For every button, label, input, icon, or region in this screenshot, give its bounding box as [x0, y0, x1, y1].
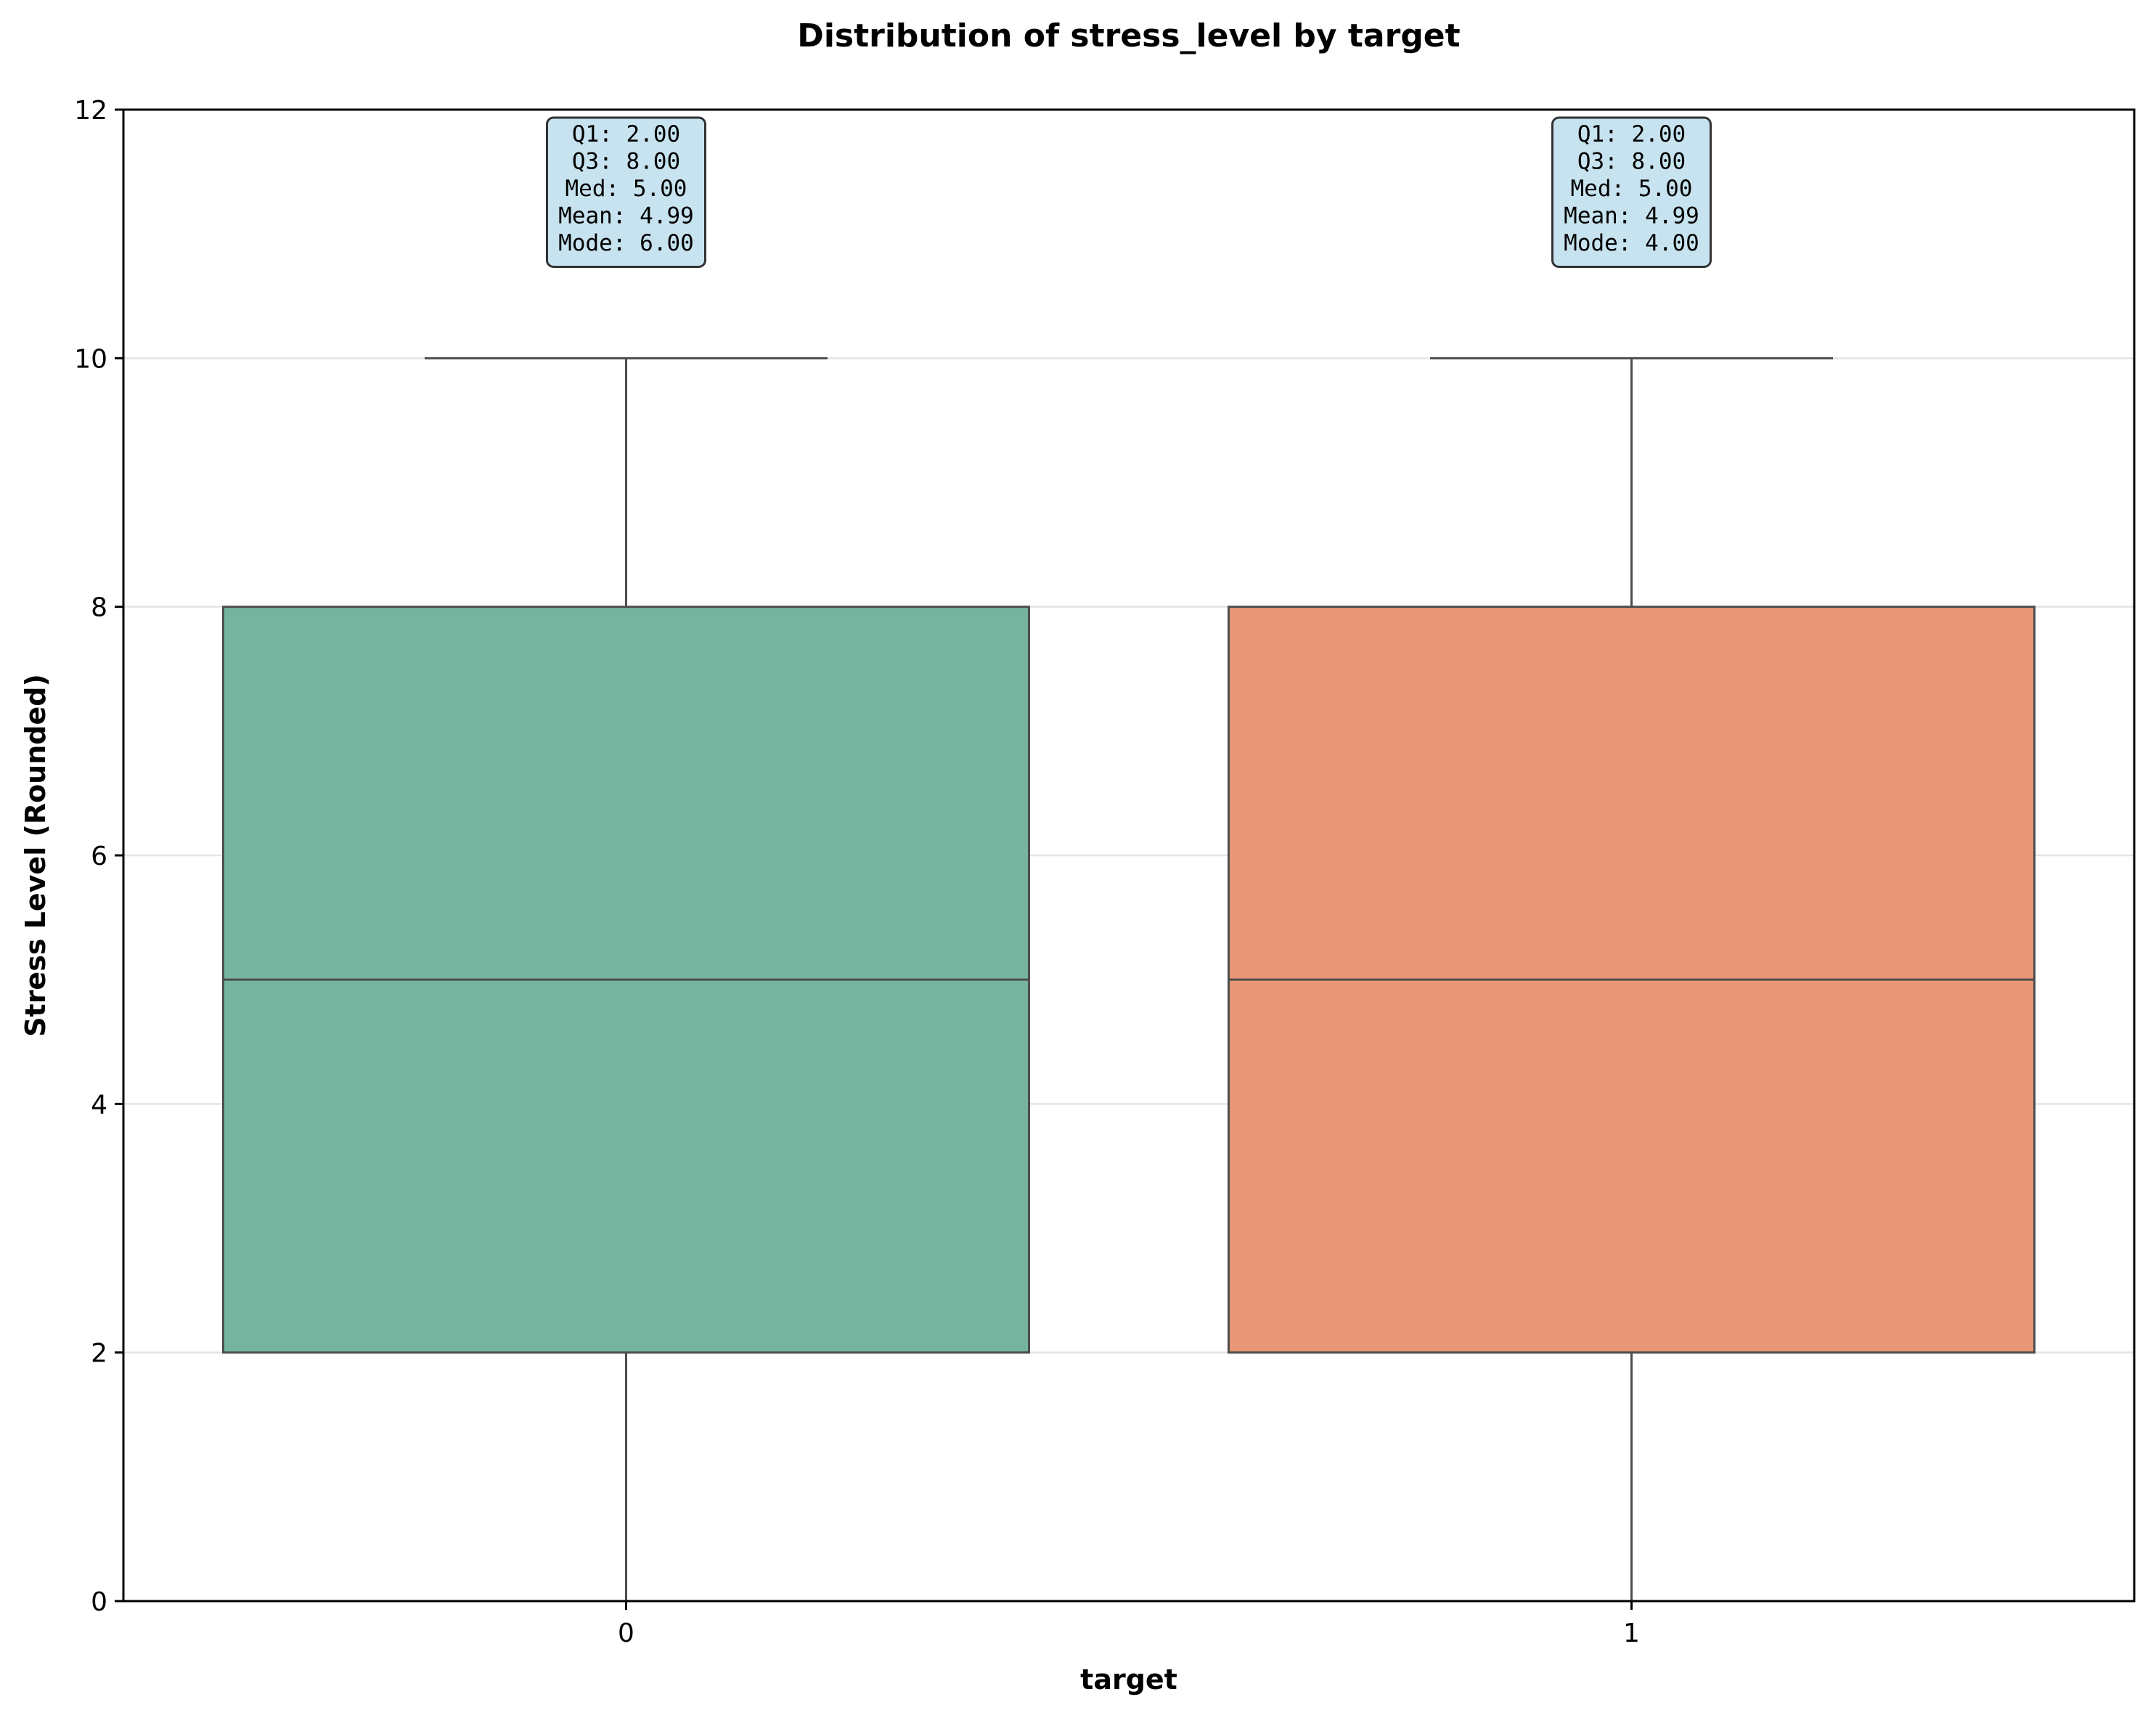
y-tick-label: 2: [91, 1339, 107, 1369]
stats-line: Mode: 4.00: [1564, 230, 1699, 256]
y-tick-label: 8: [91, 593, 107, 623]
y-tick-label: 10: [74, 344, 107, 374]
stats-line: Q3: 8.00: [572, 149, 680, 175]
y-tick-label: 4: [91, 1090, 107, 1120]
box-group-1: [1228, 357, 2035, 1603]
x-tick-label: 1: [1623, 1619, 1640, 1648]
stats-line: Mode: 6.00: [558, 230, 694, 256]
stats-line: Mean: 4.99: [558, 203, 694, 229]
tick-layer: 0 2 4 6 8 10 12 0 1: [74, 96, 1640, 1648]
y-axis-label: Stress Level (Rounded): [20, 674, 52, 1037]
stats-line: Q1: 2.00: [1577, 121, 1686, 147]
y-tick-label: 6: [91, 842, 107, 871]
stats-box: [546, 116, 706, 268]
stats-box: [1551, 116, 1712, 268]
stats-line: Q3: 8.00: [1577, 149, 1686, 175]
stats-line: Med: 5.00: [565, 176, 687, 202]
stats-line: Mean: 4.99: [1564, 203, 1699, 229]
chart-title: Distribution of stress_level by target: [797, 17, 1460, 54]
y-tick-label: 0: [91, 1587, 107, 1617]
stats-line: Med: 5.00: [1571, 176, 1693, 202]
y-tick-label: 12: [74, 96, 107, 126]
x-axis-label: target: [1080, 1664, 1177, 1695]
box-layer: [222, 357, 2035, 1603]
x-tick-label: 0: [618, 1619, 634, 1648]
stats-line: Q1: 2.00: [572, 121, 680, 147]
